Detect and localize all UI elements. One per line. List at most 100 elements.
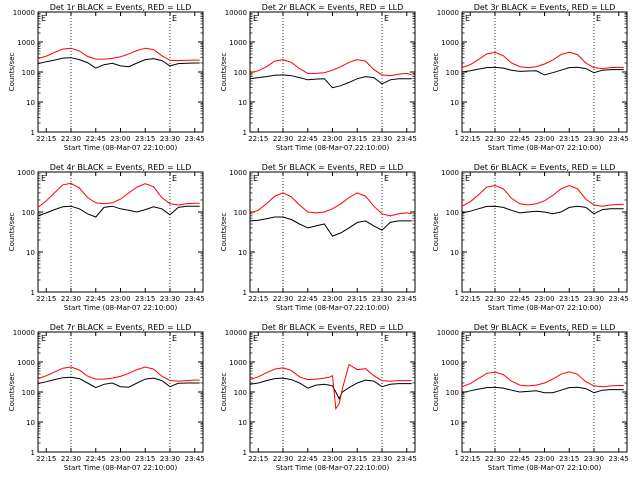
x-tick-label: 23:00 bbox=[534, 135, 554, 143]
y-tick-label: 1 bbox=[31, 289, 35, 297]
chart-title: Det 2r BLACK = Events, RED = LLD bbox=[262, 3, 404, 12]
x-tick-label: 22:15 bbox=[460, 295, 480, 303]
x-tick-label: 23:00 bbox=[534, 455, 554, 463]
y-tick-label: 10 bbox=[450, 99, 459, 107]
x-tick-label: 22:30 bbox=[485, 295, 505, 303]
y-axis-label: Counts/sec bbox=[432, 53, 440, 92]
series-line-lld bbox=[249, 59, 412, 77]
x-tick-label: 23:45 bbox=[185, 135, 205, 143]
y-axis-label: Counts/sec bbox=[8, 53, 16, 92]
y-tick-label: 10000 bbox=[13, 329, 35, 337]
marker-label: E bbox=[465, 174, 470, 183]
chart-title: Det 7r BLACK = Events, RED = LLD bbox=[50, 323, 192, 332]
x-tick-label: 23:45 bbox=[397, 295, 417, 303]
x-tick-label: 23:45 bbox=[609, 135, 629, 143]
y-tick-label: 1 bbox=[455, 449, 459, 457]
x-tick-label: 22:15 bbox=[248, 295, 268, 303]
x-tick-label: 22:45 bbox=[86, 455, 106, 463]
y-tick-label: 1 bbox=[31, 129, 35, 137]
chart-panel-7: Det 7r BLACK = Events, RED = LLD E E 1 10 100… bbox=[8, 323, 205, 472]
x-tick-label: 22:15 bbox=[36, 295, 56, 303]
marker-label: E bbox=[41, 174, 46, 183]
plot-frame bbox=[249, 331, 416, 453]
y-axis-label: Counts/sec bbox=[220, 53, 228, 92]
y-tick-label: 100 bbox=[446, 209, 459, 217]
x-tick-label: 23:00 bbox=[534, 295, 554, 303]
x-tick-label: 22:30 bbox=[273, 135, 293, 143]
plot-frame bbox=[461, 11, 628, 133]
x-tick-label: 22:45 bbox=[298, 455, 318, 463]
x-tick-label: 22:30 bbox=[61, 455, 81, 463]
x-tick-label: 23:00 bbox=[110, 295, 130, 303]
x-axis-label: Start Time (08-Mar-07 22:10:00) bbox=[488, 304, 602, 312]
x-axis-label: Start Time (08-Mar-07 22:10:00) bbox=[488, 464, 602, 472]
chart-panel-3: Det 3r BLACK = Events, RED = LLD E E 1 10 100… bbox=[432, 3, 629, 152]
plot-frame bbox=[249, 11, 416, 133]
series-line-lld bbox=[37, 366, 200, 382]
marker-label: E bbox=[384, 14, 389, 23]
marker-label: E bbox=[253, 174, 258, 183]
marker-label: E bbox=[172, 334, 177, 343]
chart-panel-2: Det 2r BLACK = Events, RED = LLD E E 1 10 100… bbox=[220, 3, 417, 152]
x-axis-label: Start Time (08-Mar-07 22:10:00) bbox=[276, 464, 390, 472]
x-tick-label: 23:15 bbox=[135, 295, 155, 303]
series-line-events bbox=[37, 57, 200, 69]
series-line-lld bbox=[461, 371, 624, 388]
marker-label: E bbox=[596, 334, 601, 343]
chart-panel-6: Det 6r BLACK = Events, RED = LLD E E 1 10 100… bbox=[432, 163, 629, 312]
y-axis-label: Counts/sec bbox=[220, 213, 228, 252]
x-tick-label: 23:00 bbox=[322, 295, 342, 303]
x-tick-label: 23:15 bbox=[559, 135, 579, 143]
chart-title: Det 1r BLACK = Events, RED = LLD bbox=[50, 3, 192, 12]
y-tick-label: 1000 bbox=[17, 39, 35, 47]
x-tick-label: 23:45 bbox=[185, 295, 205, 303]
marker-label: E bbox=[41, 14, 46, 23]
marker-label: E bbox=[596, 174, 601, 183]
x-tick-label: 22:15 bbox=[36, 135, 56, 143]
chart-panel-4: Det 4r BLACK = Events, RED = LLD E E 1 10 100… bbox=[8, 163, 205, 312]
y-tick-label: 10 bbox=[238, 419, 247, 427]
y-tick-label: 10 bbox=[450, 419, 459, 427]
x-tick-label: 22:30 bbox=[273, 295, 293, 303]
y-tick-label: 100 bbox=[234, 69, 247, 77]
y-tick-label: 1000 bbox=[441, 39, 459, 47]
y-tick-label: 10 bbox=[238, 99, 247, 107]
y-tick-label: 100 bbox=[22, 209, 35, 217]
x-tick-label: 23:30 bbox=[372, 455, 392, 463]
marker-label: E bbox=[465, 334, 470, 343]
x-tick-label: 22:45 bbox=[86, 135, 106, 143]
marker-label: E bbox=[172, 14, 177, 23]
x-tick-label: 23:30 bbox=[372, 295, 392, 303]
x-tick-label: 23:00 bbox=[322, 135, 342, 143]
plot-frame bbox=[249, 171, 416, 293]
series-line-events bbox=[461, 386, 624, 394]
x-tick-label: 22:15 bbox=[36, 455, 56, 463]
x-tick-label: 23:45 bbox=[609, 295, 629, 303]
series-line-events bbox=[37, 376, 200, 389]
series-line-lld bbox=[461, 51, 624, 70]
y-tick-label: 10 bbox=[26, 249, 35, 257]
y-tick-label: 100 bbox=[234, 209, 247, 217]
chart-panel-1: Det 1r BLACK = Events, RED = LLD E E 1 10 100… bbox=[8, 3, 205, 152]
x-tick-label: 23:00 bbox=[110, 455, 130, 463]
x-axis-label: Start Time (08-Mar-07 22:10:00) bbox=[276, 304, 390, 312]
y-tick-label: 100 bbox=[446, 389, 459, 397]
y-axis-label: Counts/sec bbox=[220, 373, 228, 412]
plot-frame bbox=[461, 331, 628, 453]
y-tick-label: 1000 bbox=[229, 39, 247, 47]
series-line-lld bbox=[37, 182, 200, 208]
x-tick-label: 22:45 bbox=[298, 135, 318, 143]
x-tick-label: 23:45 bbox=[185, 455, 205, 463]
x-axis-label: Start Time (08-Mar-07 22:10:00) bbox=[276, 144, 390, 152]
plot-frame bbox=[37, 331, 204, 453]
x-tick-label: 23:15 bbox=[347, 455, 367, 463]
y-tick-label: 100 bbox=[446, 69, 459, 77]
x-tick-label: 22:15 bbox=[248, 135, 268, 143]
x-tick-label: 23:30 bbox=[160, 135, 180, 143]
plot-frame bbox=[37, 11, 204, 133]
chart-title: Det 5r BLACK = Events, RED = LLD bbox=[262, 163, 404, 172]
y-tick-label: 1 bbox=[243, 129, 247, 137]
y-tick-label: 1000 bbox=[229, 359, 247, 367]
chart-title: Det 8r BLACK = Events, RED = LLD bbox=[262, 323, 404, 332]
